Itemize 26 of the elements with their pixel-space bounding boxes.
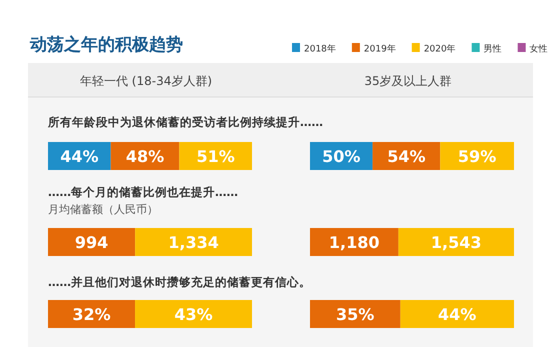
chart-subtitle: 年轻一代 (18-34岁人群) [80, 74, 212, 88]
legend-label: 男性 [484, 44, 502, 54]
data-label: 44% [438, 305, 476, 324]
text: ……并且他们对退休时攒够充足的储蓄更有信心。 [48, 275, 311, 289]
text: 所有年龄段中为退休储蓄的受访者比例持续提升…… [47, 115, 323, 129]
data-label: 1,180 [328, 233, 380, 252]
legend-label: 2019年 [364, 44, 396, 54]
data-label: 994 [74, 233, 108, 252]
data-label: 44% [60, 147, 99, 166]
chart-title: 动荡之年的积极趋势 [29, 35, 183, 55]
text: 月均储蓄额（人民币） [48, 203, 158, 216]
data-label: 35% [336, 305, 374, 324]
data-label: 43% [174, 305, 213, 324]
legend-label: 2020年 [424, 44, 456, 54]
data-label: 50% [322, 147, 360, 166]
legend-label: 女性 [530, 44, 548, 54]
data-label: 1,543 [430, 233, 482, 252]
chart-subtitle: 35岁及以上人群 [364, 74, 452, 88]
data-label: 59% [458, 147, 496, 166]
text: ……每个月的储蓄比例也在提升…… [48, 185, 238, 199]
data-label: 32% [72, 305, 111, 324]
data-label: 48% [126, 147, 164, 166]
data-label: 54% [387, 147, 426, 166]
data-label: 1,334 [168, 233, 219, 252]
data-label: 51% [196, 147, 235, 166]
legend-label: 2018年 [304, 44, 336, 54]
